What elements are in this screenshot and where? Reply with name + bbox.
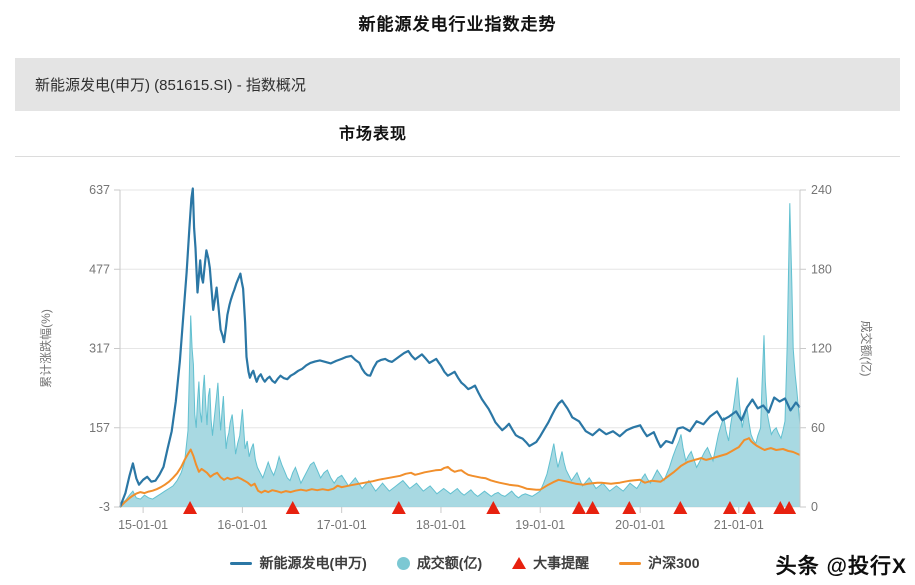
event-marker-triangle [742,501,756,514]
event-marker-triangle [572,501,586,514]
market-performance-chart[interactable]: -3 157 317 477 637 0 60 120 180 240 15-01-01 16-01-… [0,163,915,553]
volume-outline [119,203,801,505]
event-marker-triangle [782,501,797,514]
watermark: 头条 @投行X [775,555,907,578]
index-header-bar: 新能源发电(申万) (851615.SI) - 指数概况 [15,58,900,111]
legend-triangle-marker [512,557,527,569]
right-tick-label: 60 [811,421,825,435]
left-tick-label: 477 [89,262,110,276]
left-tick-label: -3 [99,500,110,514]
right-tick-label: 120 [811,342,832,356]
legend-item[interactable]: 新能源发电(申万) [230,553,367,573]
legend-label: 沪深300 [648,555,700,571]
x-tick-label: 16-01-01 [217,518,267,532]
legend-label: 新能源发电(申万) [259,555,367,571]
x-tick-label: 15-01-01 [118,518,168,532]
left-tick-label: 157 [89,421,110,435]
event-marker-triangle [486,501,501,514]
left-axis-title: 累计涨跌幅(%) [38,309,53,388]
legend-line-marker [619,561,642,565]
event-marker-triangle [285,501,300,514]
legend-label: 大事提醒 [533,555,590,571]
x-tick-label: 20-01-01 [615,518,665,532]
left-tick-label: 637 [89,183,110,197]
index-line [118,187,801,508]
legend-circle-marker [396,556,410,570]
legend-item[interactable]: 成交额(亿) [396,553,483,573]
x-tick-label: 21-01-01 [714,518,764,532]
legend-item[interactable]: 大事提醒 [512,553,589,573]
volume-area [120,203,800,507]
page-title: 新能源发电行业指数走势 [358,15,557,34]
x-tick-label: 17-01-01 [317,518,367,532]
right-tick-label: 240 [811,183,832,197]
index-header-label: 新能源发电(申万) (851615.SI) - 指数概况 [35,77,306,94]
event-marker-triangle [585,501,600,514]
event-marker-triangle [391,501,406,514]
left-tick-label: 317 [89,342,110,356]
right-tick-label: 180 [811,262,832,276]
section-divider [15,156,900,157]
x-tick-label: 19-01-01 [515,518,565,532]
event-marker-triangle [773,501,788,514]
x-tick-label: 18-01-01 [416,518,466,532]
right-axis-title: 成交额(亿) [859,321,874,377]
event-marker-triangle [722,501,737,514]
legend-item[interactable]: 沪深300 [619,553,700,573]
legend-line-marker [230,561,253,565]
event-marker-triangle [183,501,198,514]
legend-label: 成交额(亿) [416,555,483,571]
section-title: 市场表现 [338,126,407,143]
right-tick-label: 0 [811,500,818,514]
event-marker-triangle [622,501,637,514]
event-marker-triangle [673,501,688,514]
hs300-line [119,437,801,508]
chart-legend: 新能源发电(申万) 成交额(亿) 大事提醒 沪深300 [120,553,810,573]
